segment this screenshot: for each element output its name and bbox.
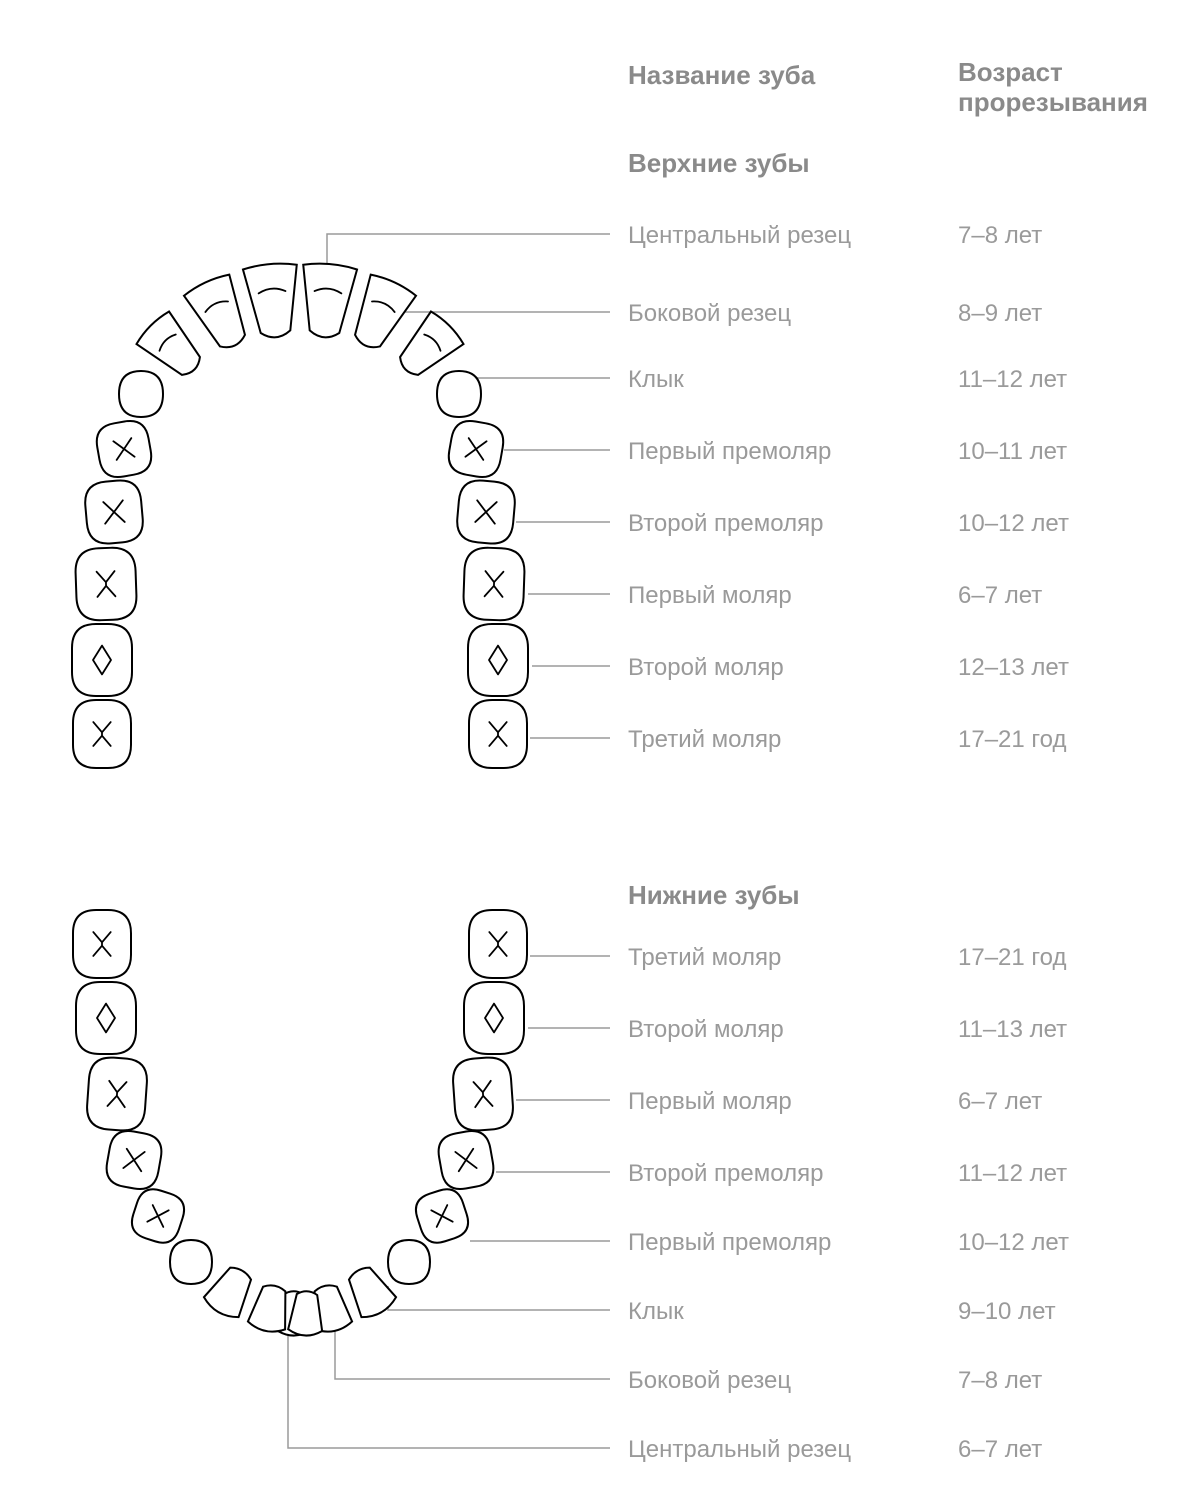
tooth-age: 6–7 лет (958, 1088, 1178, 1116)
subheader-upper: Верхние зубы (628, 148, 810, 179)
lower-row-1: Второй моляр11–13 лет (628, 1016, 1178, 1044)
lower-row-0: Третий моляр17–21 год (628, 944, 1178, 972)
tooth-name: Первый премоляр (628, 438, 958, 466)
tooth-age: 10–11 лет (958, 438, 1178, 466)
tooth-age: 7–8 лет (958, 222, 1178, 250)
lower-row-4: Первый премоляр10–12 лет (628, 1229, 1178, 1257)
tooth-age: 6–7 лет (958, 582, 1178, 610)
tooth-name: Второй премоляр (628, 510, 958, 538)
tooth-age: 7–8 лет (958, 1367, 1178, 1395)
upper-row-2: Клык11–12 лет (628, 366, 1178, 394)
tooth-name: Второй премоляр (628, 1160, 958, 1188)
upper-row-7: Третий моляр17–21 год (628, 726, 1178, 754)
tooth-name: Клык (628, 366, 958, 394)
tooth-name: Первый моляр (628, 1088, 958, 1116)
upper-row-3: Первый премоляр10–11 лет (628, 438, 1178, 466)
tooth-name: Первый моляр (628, 582, 958, 610)
tooth-age: 10–12 лет (958, 510, 1178, 538)
lower-row-2: Первый моляр6–7 лет (628, 1088, 1178, 1116)
tooth-age: 11–12 лет (958, 1160, 1178, 1188)
subheader-lower: Нижние зубы (628, 880, 800, 911)
upper-row-4: Второй премоляр10–12 лет (628, 510, 1178, 538)
upper-row-1: Боковой резец8–9 лет (628, 300, 1178, 328)
lower-row-3: Второй премоляр11–12 лет (628, 1160, 1178, 1188)
tooth-age: 10–12 лет (958, 1229, 1178, 1257)
tooth-name: Первый премоляр (628, 1229, 958, 1257)
tooth-age: 9–10 лет (958, 1298, 1178, 1326)
tooth-name: Третий моляр (628, 944, 958, 972)
lower-row-6: Боковой резец7–8 лет (628, 1367, 1178, 1395)
tooth-name: Клык (628, 1298, 958, 1326)
tooth-age: 6–7 лет (958, 1436, 1178, 1464)
tooth-name: Боковой резец (628, 300, 958, 328)
upper-row-6: Второй моляр12–13 лет (628, 654, 1178, 682)
tooth-age: 17–21 год (958, 726, 1178, 754)
tooth-age: 17–21 год (958, 944, 1178, 972)
tooth-name: Центральный резец (628, 222, 958, 250)
tooth-age: 11–13 лет (958, 1016, 1178, 1044)
lower-row-5: Клык9–10 лет (628, 1298, 1178, 1326)
upper-row-5: Первый моляр6–7 лет (628, 582, 1178, 610)
tooth-name: Третий моляр (628, 726, 958, 754)
tooth-age: 12–13 лет (958, 654, 1178, 682)
tooth-name: Центральный резец (628, 1436, 958, 1464)
tooth-name: Второй моляр (628, 1016, 958, 1044)
tooth-name: Второй моляр (628, 654, 958, 682)
upper-row-0: Центральный резец7–8 лет (628, 222, 1178, 250)
col-header-name: Название зуба (628, 60, 815, 91)
tooth-age: 8–9 лет (958, 300, 1178, 328)
tooth-age: 11–12 лет (958, 366, 1178, 394)
tooth-name: Боковой резец (628, 1367, 958, 1395)
col-header-age: Возрастпрорезывания (958, 58, 1148, 118)
lower-row-7: Центральный резец6–7 лет (628, 1436, 1178, 1464)
